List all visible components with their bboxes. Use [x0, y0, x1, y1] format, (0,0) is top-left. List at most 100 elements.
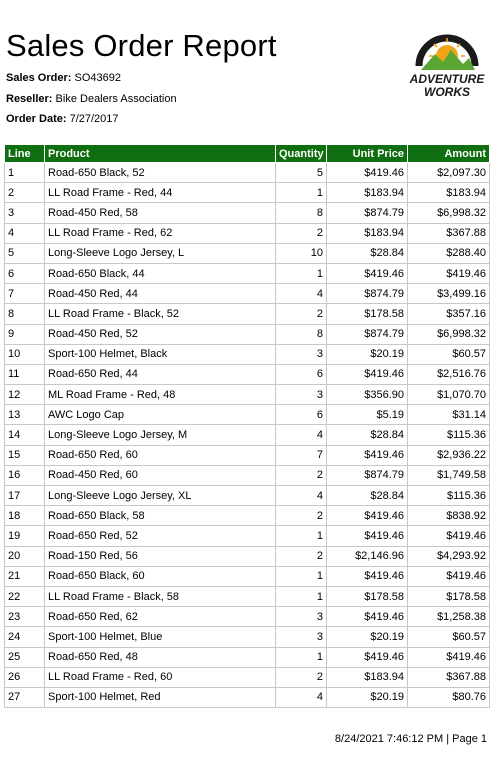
- cell-line: 5: [4, 242, 45, 264]
- cell-product: LL Road Frame - Black, 58: [44, 585, 276, 608]
- cell-unit-price: $183.94: [326, 666, 408, 688]
- cell-line: 1: [4, 161, 45, 184]
- cell-unit-price: $20.19: [326, 626, 408, 648]
- cell-product: Road-450 Red, 52: [44, 323, 276, 345]
- cell-product: ML Road Frame - Red, 48: [44, 384, 276, 406]
- footer-timestamp-page: 8/24/2021 7:46:12 PM | Page 1: [334, 733, 487, 745]
- cell-unit-price: $178.58: [326, 303, 408, 325]
- cell-quantity: 3: [275, 384, 327, 406]
- cell-unit-price: $419.46: [326, 262, 408, 285]
- cell-amount: $3,499.16: [407, 283, 490, 305]
- table-row: 4 LL Road Frame - Red, 62 2 $183.94 $367.88: [4, 222, 490, 244]
- cell-product: Road-650 Black, 58: [44, 505, 276, 527]
- cell-quantity: 2: [275, 666, 327, 688]
- cell-unit-price: $419.46: [326, 505, 408, 527]
- cell-unit-price: $28.84: [326, 424, 408, 446]
- cell-amount: $178.58: [407, 585, 490, 608]
- cell-product: LL Road Frame - Red, 44: [44, 182, 276, 204]
- cell-unit-price: $419.46: [326, 161, 408, 184]
- cell-product: Road-150 Red, 56: [44, 545, 276, 567]
- cell-product: Road-650 Red, 60: [44, 444, 276, 466]
- reseller-label: Reseller:: [6, 93, 53, 105]
- cell-line: 8: [4, 303, 45, 325]
- cell-quantity: 4: [275, 484, 327, 507]
- cell-quantity: 1: [275, 262, 327, 285]
- cell-unit-price: $183.94: [326, 182, 408, 204]
- cell-amount: $2,097.30: [407, 161, 490, 184]
- cell-line: 7: [4, 283, 45, 305]
- table-row: 8 LL Road Frame - Black, 52 2 $178.58 $357.1…: [4, 303, 490, 325]
- cell-amount: $4,293.92: [407, 545, 490, 567]
- cell-unit-price: $874.79: [326, 464, 408, 487]
- cell-quantity: 3: [275, 343, 327, 365]
- cell-quantity: 2: [275, 545, 327, 567]
- reseller-line: Reseller: Bike Dealers Association: [6, 93, 177, 105]
- cell-unit-price: $20.19: [326, 343, 408, 365]
- table-row: 13 AWC Logo Cap 6 $5.19 $31.14: [4, 404, 490, 426]
- cell-quantity: 10: [275, 242, 327, 264]
- cell-quantity: 4: [275, 283, 327, 305]
- cell-quantity: 2: [275, 505, 327, 527]
- cell-line: 25: [4, 646, 45, 668]
- cell-amount: $1,749.58: [407, 464, 490, 487]
- cell-amount: $31.14: [407, 404, 490, 426]
- cell-unit-price: $2,146.96: [326, 545, 408, 567]
- cell-product: Road-650 Red, 48: [44, 646, 276, 668]
- cell-quantity: 6: [275, 404, 327, 426]
- table-row: 9 Road-450 Red, 52 8 $874.79 $6,998.32: [4, 323, 490, 345]
- table-header-row: Line Product Quantity Unit Price Amount: [4, 144, 490, 163]
- cell-quantity: 1: [275, 525, 327, 547]
- cell-unit-price: $20.19: [326, 686, 408, 709]
- table-row: 3 Road-450 Red, 58 8 $874.79 $6,998.32: [4, 202, 490, 224]
- cell-amount: $60.57: [407, 343, 490, 365]
- table-row: 6 Road-650 Black, 44 1 $419.46 $419.46: [4, 262, 490, 285]
- table-row: 18 Road-650 Black, 58 2 $419.46 $838.92: [4, 505, 490, 527]
- cell-amount: $80.76: [407, 686, 490, 709]
- cell-amount: $2,936.22: [407, 444, 490, 466]
- cell-product: Sport-100 Helmet, Black: [44, 343, 276, 365]
- cell-product: Road-450 Red, 58: [44, 202, 276, 224]
- cell-product: Road-650 Red, 62: [44, 606, 276, 628]
- cell-product: Long-Sleeve Logo Jersey, M: [44, 424, 276, 446]
- sales-order-line: Sales Order: SO43692: [6, 72, 121, 84]
- cell-product: Road-450 Red, 44: [44, 283, 276, 305]
- cell-product: LL Road Frame - Black, 52: [44, 303, 276, 325]
- table-row: 19 Road-650 Red, 52 1 $419.46 $419.46: [4, 525, 490, 547]
- cell-product: Long-Sleeve Logo Jersey, XL: [44, 484, 276, 507]
- cell-amount: $288.40: [407, 242, 490, 264]
- col-header-product: Product: [44, 144, 276, 163]
- cell-product: AWC Logo Cap: [44, 404, 276, 426]
- cell-amount: $115.36: [407, 484, 490, 507]
- cell-line: 10: [4, 343, 45, 365]
- table-row: 7 Road-450 Red, 44 4 $874.79 $3,499.16: [4, 283, 490, 305]
- cell-amount: $419.46: [407, 262, 490, 285]
- report-title: Sales Order Report: [6, 28, 277, 63]
- cell-line: 2: [4, 182, 45, 204]
- logo-text-works: WORKS: [424, 85, 470, 99]
- cell-unit-price: $5.19: [326, 404, 408, 426]
- cell-line: 4: [4, 222, 45, 244]
- cell-product: LL Road Frame - Red, 60: [44, 666, 276, 688]
- order-date-label: Order Date:: [6, 113, 67, 125]
- table-row: 5 Long-Sleeve Logo Jersey, L 10 $28.84 $288.…: [4, 242, 490, 264]
- logo-emblem-icon: [415, 34, 479, 70]
- cell-unit-price: $419.46: [326, 565, 408, 587]
- cell-line: 22: [4, 585, 45, 608]
- cell-amount: $419.46: [407, 565, 490, 587]
- cell-amount: $838.92: [407, 505, 490, 527]
- cell-quantity: 8: [275, 202, 327, 224]
- sales-order-label: Sales Order:: [6, 72, 72, 84]
- cell-line: 3: [4, 202, 45, 224]
- cell-unit-price: $419.46: [326, 525, 408, 547]
- table-row: 12 ML Road Frame - Red, 48 3 $356.90 $1,070.…: [4, 384, 490, 406]
- cell-quantity: 4: [275, 424, 327, 446]
- cell-quantity: 6: [275, 363, 327, 386]
- cell-quantity: 7: [275, 444, 327, 466]
- col-header-unit-price: Unit Price: [326, 144, 408, 163]
- order-date-value: 7/27/2017: [69, 113, 119, 125]
- sales-order-value: SO43692: [74, 72, 121, 84]
- cell-quantity: 1: [275, 182, 327, 204]
- cell-product: Road-650 Black, 44: [44, 262, 276, 285]
- cell-quantity: 2: [275, 222, 327, 244]
- table-row: 25 Road-650 Red, 48 1 $419.46 $419.46: [4, 646, 490, 668]
